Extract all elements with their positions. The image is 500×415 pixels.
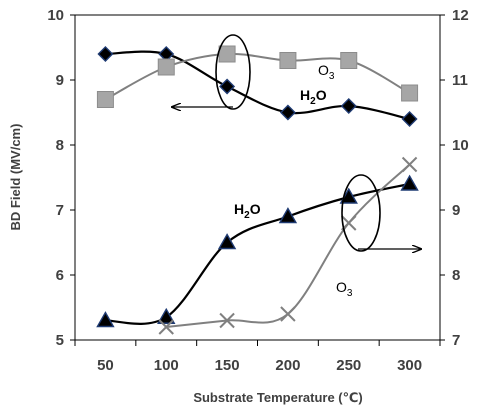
data-point-square	[401, 84, 419, 102]
y-tick-label: 8	[56, 137, 64, 154]
data-point-triangle	[278, 207, 298, 224]
data-point-square	[218, 45, 236, 63]
x-tick-label: 50	[97, 357, 114, 374]
y-tick-label: 7	[56, 202, 64, 219]
data-point-square	[157, 58, 175, 76]
series-label-h2o-lower: H2O	[234, 201, 261, 221]
plot-frame	[74, 14, 441, 341]
series-line-x	[166, 163, 411, 328]
series-label-h2o-upper: H2O	[300, 87, 327, 107]
y-tick-label: 9	[56, 72, 64, 89]
data-point-x	[280, 306, 296, 322]
data-point-triangle	[217, 233, 237, 250]
data-point-triangle	[96, 311, 115, 328]
data-point-diamond	[219, 78, 236, 95]
data-point-square	[279, 52, 297, 69]
annotation-ellipse-lower	[341, 174, 381, 252]
x-tick-label: 250	[336, 357, 361, 374]
data-point-diamond	[97, 46, 114, 62]
data-point-square	[340, 52, 358, 69]
data-point-diamond	[401, 111, 418, 127]
y-axis-title: BD Field (MV/cm)	[8, 124, 23, 231]
x-tick-label: 300	[397, 357, 422, 374]
series-line-square	[104, 52, 411, 101]
y-tick-label: 6	[56, 267, 64, 284]
y2-tick-label: 8	[452, 267, 460, 284]
y-tick-label: 10	[47, 7, 64, 24]
x-tick-label: 150	[215, 357, 240, 374]
x-axis-title: Substrate Temperature (℃)	[193, 390, 362, 405]
data-point-x	[219, 312, 235, 329]
data-point-x	[158, 319, 174, 335]
y2-tick-label: 12	[452, 7, 469, 24]
data-point-triangle	[400, 174, 419, 191]
series-label-o3-lower: O3	[336, 279, 353, 299]
x-tick-label: 100	[154, 357, 179, 374]
y2-tick-label: 9	[452, 202, 460, 219]
series-line-diamond	[105, 50, 410, 121]
data-point-square	[96, 91, 114, 108]
series-label-o3-upper: O3	[318, 62, 335, 82]
data-point-x	[401, 156, 418, 173]
y2-tick-label: 10	[452, 137, 469, 154]
y-tick-label: 5	[56, 332, 64, 349]
y2-tick-label: 11	[452, 72, 468, 89]
data-point-diamond	[340, 98, 357, 114]
y2-tick-label: 7	[452, 332, 460, 349]
data-point-diamond	[279, 104, 296, 121]
x-tick-label: 200	[275, 357, 300, 374]
annotation-ellipse-upper	[215, 34, 251, 110]
data-point-triangle	[157, 307, 176, 324]
